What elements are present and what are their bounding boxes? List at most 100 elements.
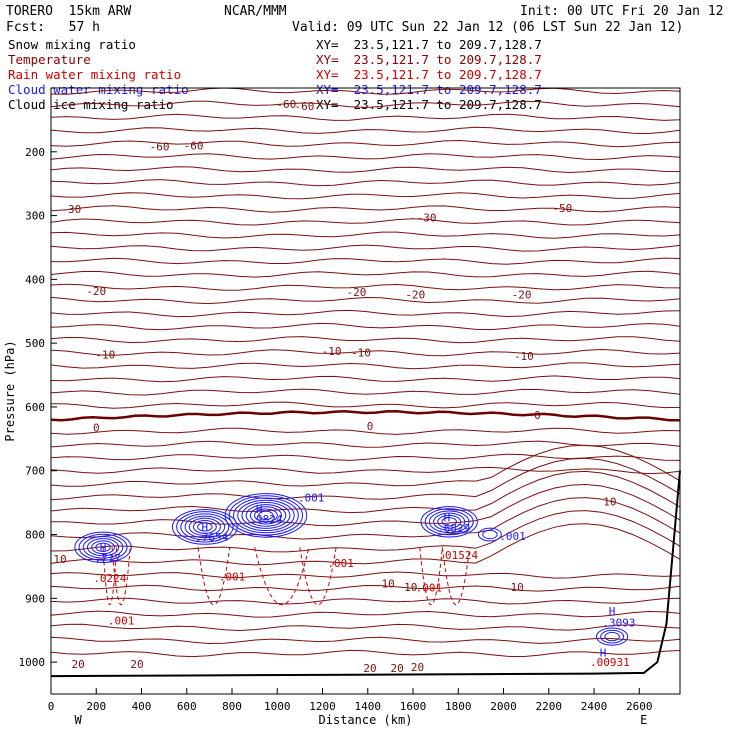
isotherm-line (50, 571, 681, 579)
isotherm-line (50, 457, 681, 501)
isotherm-line (50, 179, 681, 187)
isotherm-line (50, 348, 681, 357)
header-org: NCAR/MMM (224, 4, 287, 19)
cloud-label: .001 (298, 492, 325, 505)
cloud-contour (241, 501, 291, 529)
east-end-label: E (640, 713, 647, 727)
temperature-label: -20 (512, 289, 532, 302)
y-tick-label: 900 (25, 592, 45, 605)
cloud-contour (482, 529, 498, 540)
rain-label: .001 (327, 557, 354, 570)
x-tick-label: 2200 (536, 700, 563, 713)
y-tick-label: 400 (25, 273, 45, 286)
cloud-contour (180, 513, 230, 541)
isotherm-line (50, 623, 681, 632)
isotherm-line (50, 497, 681, 540)
isotherm-line (50, 466, 681, 475)
cloud-contour (428, 510, 470, 534)
x-axis: 0 200 400 600 800 1000 1200 1400 1600 1800 2000 220… (48, 688, 653, 713)
isotherm-line (50, 336, 681, 344)
rain-contour (254, 547, 310, 606)
cloud-contour (197, 522, 213, 532)
cloud-label: H (600, 647, 607, 660)
y-tick-label: 600 (25, 401, 45, 414)
x-tick-label: 1000 (264, 700, 291, 713)
y-axis-label: Pressure (hPa) (3, 340, 17, 441)
isotherm-line (50, 218, 681, 226)
temperature-label: -20 (347, 286, 367, 299)
cloud-contour (192, 519, 217, 534)
isotherm-line (50, 427, 681, 435)
cloud-label: .001 (499, 530, 526, 543)
field-label-cloud-water: Cloud water mixing ratio (8, 82, 189, 97)
rain-contour (102, 547, 118, 605)
temperature-label: 10 (510, 581, 523, 594)
rain-label: .001 (416, 581, 443, 594)
cloud-label: H (100, 541, 107, 554)
x-tick-label: 2600 (626, 700, 653, 713)
x-tick-label: 1600 (400, 700, 427, 713)
y-tick-label: 300 (25, 210, 45, 223)
cloud-label: .7654 (195, 531, 228, 544)
x-tick-label: 200 (86, 700, 106, 713)
temperature-label: 10 (382, 578, 395, 591)
isotherm-line (50, 523, 681, 566)
cloud-contour (91, 540, 115, 555)
field-label-snow: Snow mixing ratio (8, 37, 136, 52)
cloud-contour (237, 499, 295, 532)
cloud-label: .6829 (437, 522, 470, 535)
isotherm-line (50, 362, 681, 370)
cloud-label: .9824 (249, 513, 282, 526)
isotherm-line (50, 597, 681, 605)
temperature-label: -60 (276, 98, 296, 111)
cloud-contour (245, 504, 287, 527)
field-xy-cloud-ice: XY= 23.5,121.7 to 209.7,128.7 (316, 97, 542, 112)
isotherm-line (50, 322, 681, 331)
temperature-label: -10 (322, 345, 342, 358)
temperature-label: -50 (552, 202, 572, 215)
field-label-cloud-ice: Cloud ice mixing ratio (8, 97, 174, 112)
rain-contour (441, 547, 471, 605)
rain-water-contours (102, 547, 471, 606)
header-valid: Valid: 09 UTC Sun 22 Jan 12 (06 LST Sun … (292, 20, 684, 35)
terrain-line (50, 470, 681, 678)
cloud-contour (433, 512, 466, 531)
cloud-contour (596, 627, 629, 646)
cloud-water-contours (74, 493, 629, 646)
isotherm-line (50, 244, 681, 252)
rain-label: .001 (219, 571, 246, 584)
temperature-label: 20 (363, 662, 376, 675)
y-tick-label: 800 (25, 529, 45, 542)
isotherm-line (50, 309, 681, 318)
cloud-label: .3093 (602, 617, 635, 630)
x-tick-label: 0 (48, 700, 55, 713)
temperature-label: 0 (367, 420, 374, 433)
x-axis-label: Distance (km) (319, 713, 413, 727)
cloud-contour (176, 511, 234, 543)
isotherm-line (50, 192, 681, 200)
temperature-label: 20 (72, 658, 85, 671)
y-axis: 200 300 400 500 600 700 800 900 1000 (19, 146, 57, 669)
isotherm-line (50, 100, 681, 108)
temperature-labels: -60-60-60 -60-50-30-30-20 -20 -20 -20-10 -10-… (53, 98, 616, 675)
cloud-contour (437, 514, 462, 529)
cloud-contour (188, 517, 221, 536)
isotherm-line (50, 610, 681, 618)
temperature-label: -60 (150, 141, 170, 154)
rain-label: .00931 (590, 656, 630, 669)
temperature-label: -10 (95, 349, 115, 362)
isotherm-line (50, 375, 681, 383)
plot-frame (50, 87, 681, 695)
cloud-contour (74, 531, 132, 563)
rain-labels: .0224 .001 .001 .001 .001 .01524 .00931 (93, 549, 629, 669)
cloud-label: .717 (94, 552, 121, 565)
x-tick-label: 600 (177, 700, 197, 713)
isotherm-line (50, 584, 681, 592)
rain-contour (111, 547, 131, 605)
y-tick-label: 700 (25, 465, 45, 478)
zero-isotherm-line (50, 409, 680, 422)
field-xy-rain: XY= 23.5,121.7 to 209.7,128.7 (316, 67, 542, 82)
isotherm-line (50, 257, 681, 265)
cloud-contour (95, 542, 111, 552)
